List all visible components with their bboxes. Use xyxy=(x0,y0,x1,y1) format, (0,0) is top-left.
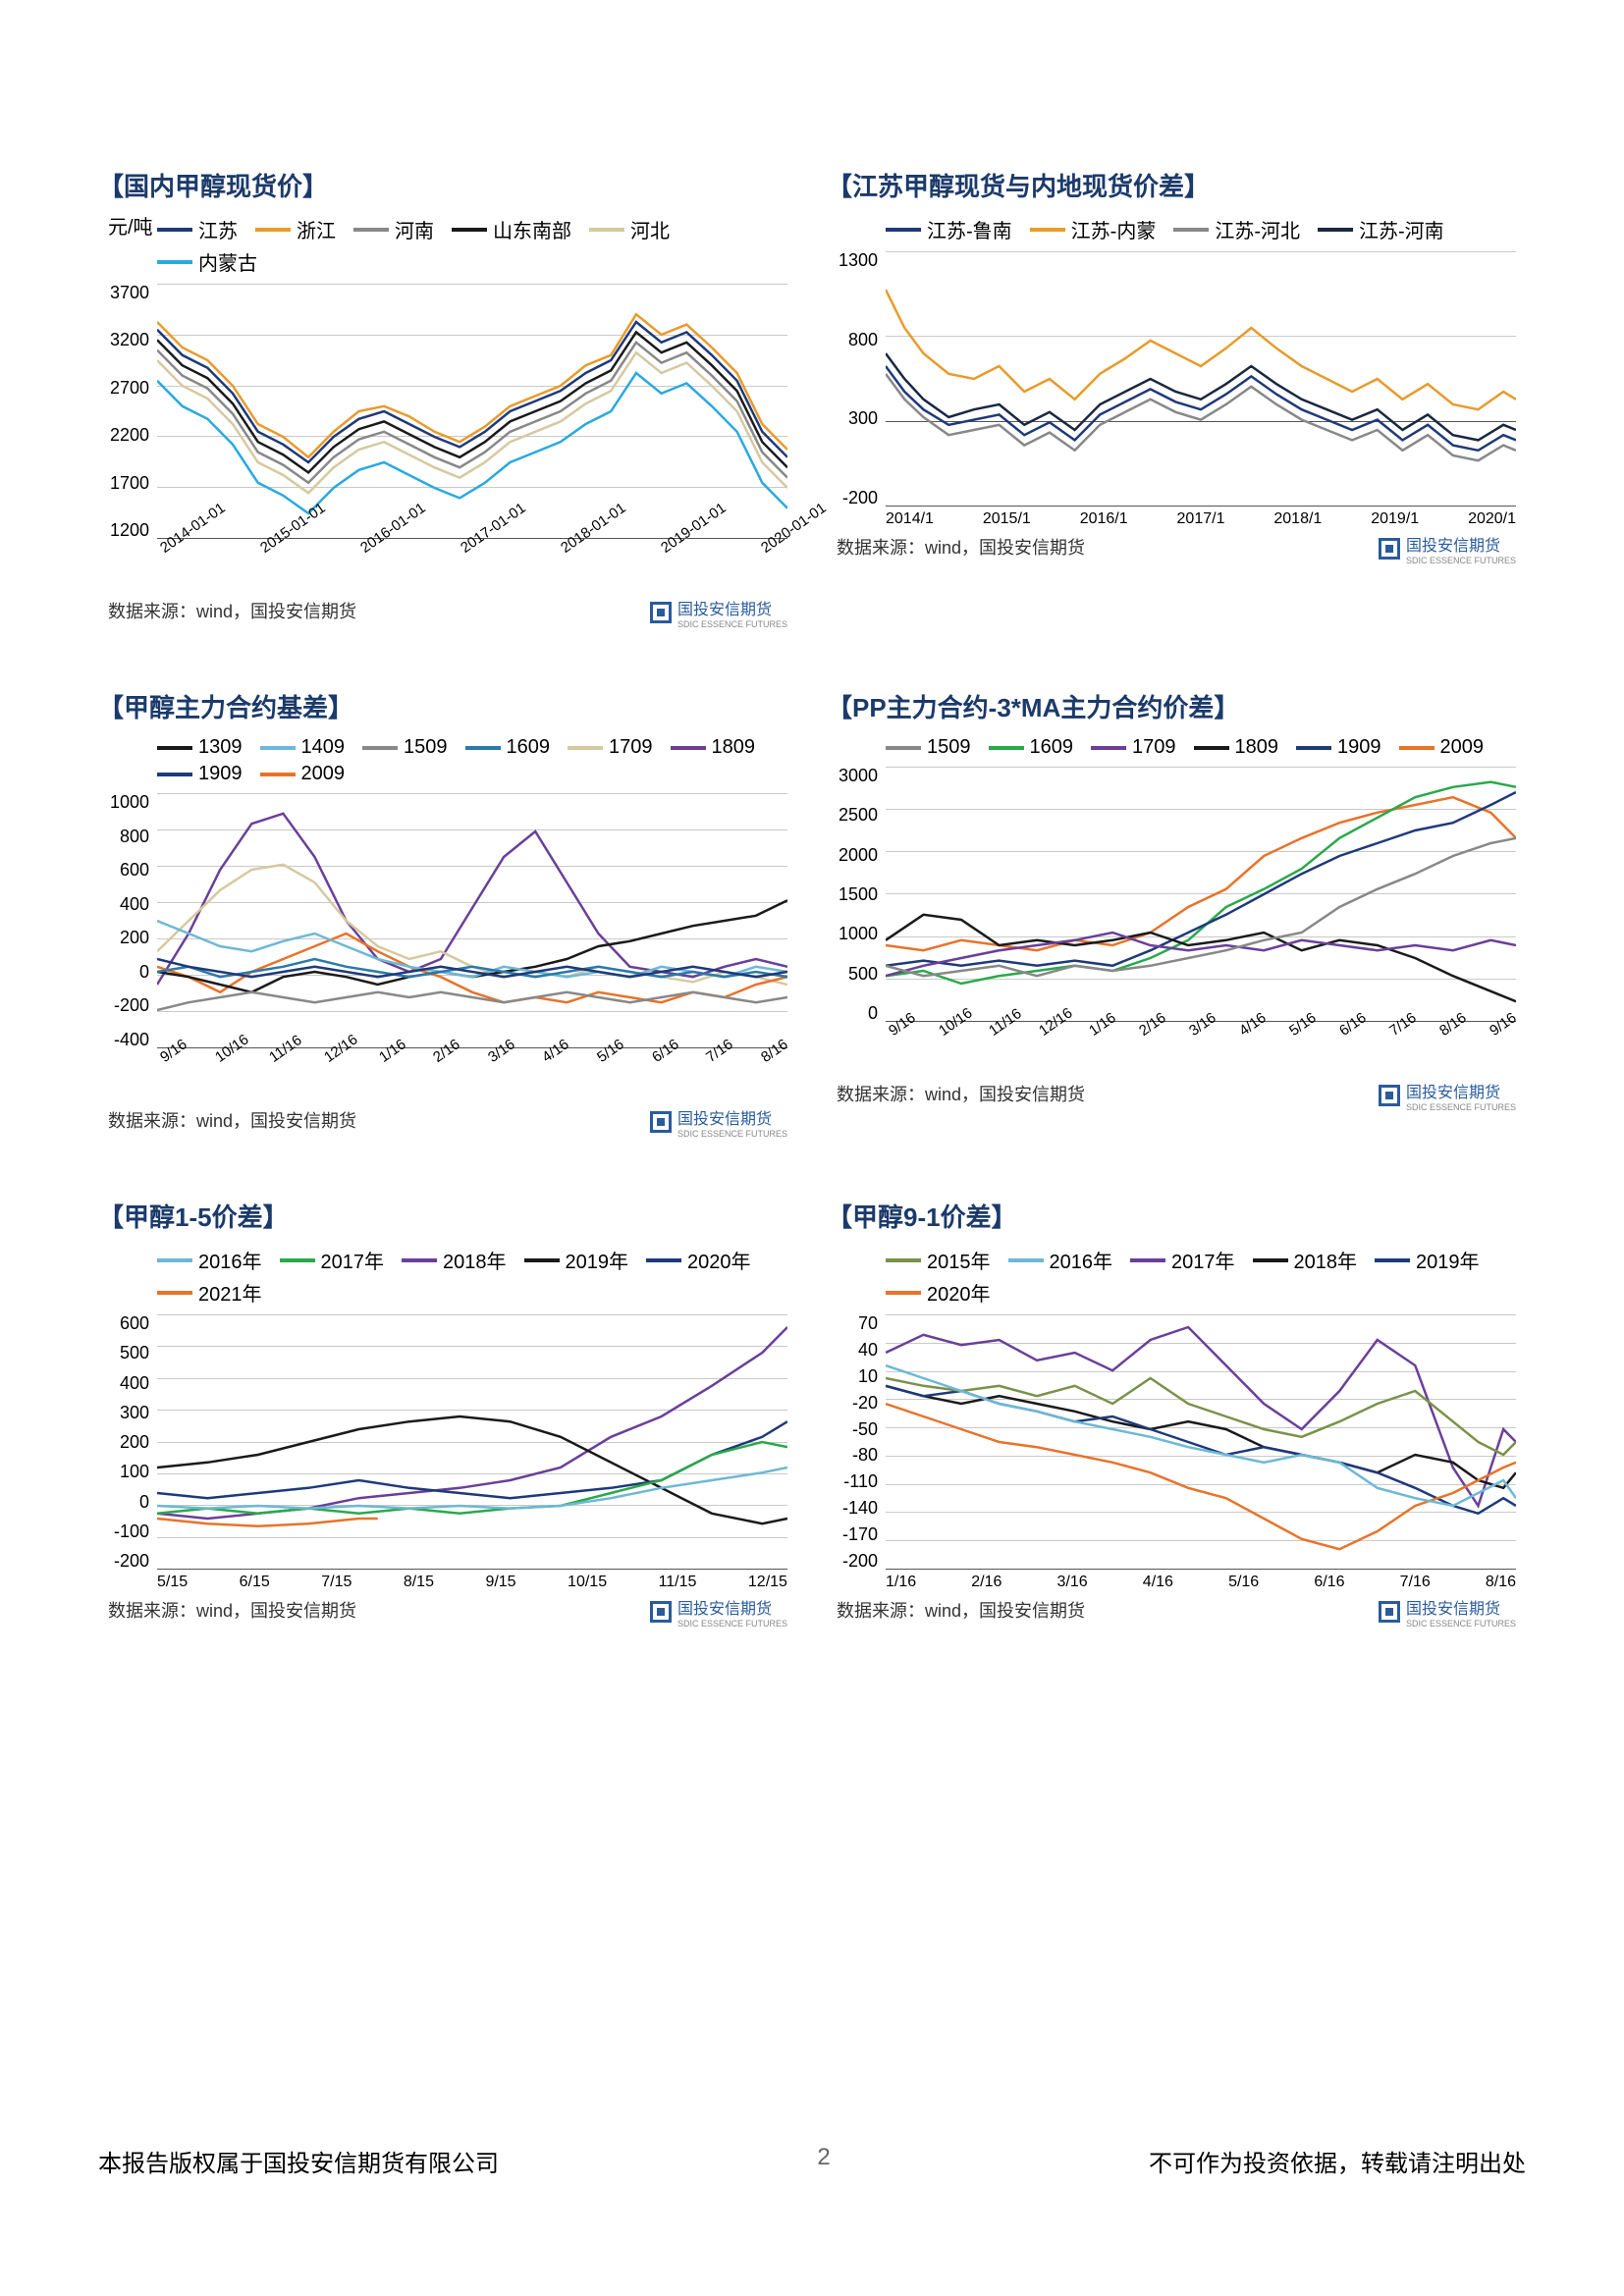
legend-item: 1509 xyxy=(886,736,971,759)
chart-legend: 2016年 2017年 2018年 2019年 2020年 2021年 xyxy=(98,1246,797,1314)
legend-item: 2020年 xyxy=(646,1246,751,1274)
chart-legend: 1309 1409 1509 1609 1709 1809 1909 2009 xyxy=(98,736,797,793)
legend-item: 1909 xyxy=(1296,736,1381,759)
chart-plot-area: 300025002000150010005000 xyxy=(886,767,1516,1022)
chart-plot-area: 1300800300-200 xyxy=(886,251,1516,507)
legend-item: 2009 xyxy=(1399,736,1485,759)
brand-logo: 国投安信期货SDIC ESSENCE FUTURES xyxy=(1379,1079,1516,1112)
legend-item: 2018年 xyxy=(1253,1246,1358,1274)
chart-legend: 江苏浙江河南山东南部河北内蒙古 xyxy=(98,215,797,284)
y-axis: 704010-20-50-80-110-140-170-200 xyxy=(829,1314,878,1570)
legend-item: 1609 xyxy=(465,736,551,759)
brand-logo: 国投安信期货SDIC ESSENCE FUTURES xyxy=(650,1595,787,1629)
y-label: 元/吨 xyxy=(108,211,153,240)
legend-item: 1409 xyxy=(260,736,346,759)
page-footer: 本报告版权属于国投安信期货有限公司 2 不可作为投资依据，转载请注明出处 xyxy=(98,2144,1526,2178)
chart-1: 【江苏甲醇现货与内地现货价差】江苏-鲁南江苏-内蒙江苏-河北江苏-河南13008… xyxy=(827,167,1526,629)
legend-item: 2018年 xyxy=(402,1246,507,1274)
chart-title: 【国内甲醇现货价】 xyxy=(98,167,797,203)
chart-legend: 2015年 2016年 2017年 2018年 2019年 2020年 xyxy=(827,1246,1526,1314)
legend-item: 2020年 xyxy=(886,1278,991,1307)
brand-logo: 国投安信期货SDIC ESSENCE FUTURES xyxy=(650,1105,787,1139)
page-number: 2 xyxy=(817,2144,830,2178)
legend-item: 1909 xyxy=(157,763,243,785)
footer-left: 本报告版权属于国投安信期货有限公司 xyxy=(98,2144,499,2178)
chart-4: 【甲醇1-5价差】 2016年 2017年 2018年 2019年 2020年 2021年 6… xyxy=(98,1198,797,1629)
legend-item: 江苏 xyxy=(157,215,238,243)
legend-item: 2016年 xyxy=(157,1246,262,1274)
chart-title: 【甲醇主力合约基差】 xyxy=(98,688,797,724)
brand-logo: 国投安信期货SDIC ESSENCE FUTURES xyxy=(1379,1595,1516,1629)
brand-logo: 国投安信期货SDIC ESSENCE FUTURES xyxy=(650,596,787,629)
legend-item: 2019年 xyxy=(524,1246,629,1274)
chart-5: 【甲醇9-1价差】 2015年 2016年 2017年 2018年 2019年 2020年 7… xyxy=(827,1198,1526,1629)
x-axis: 2014/12015/12016/12017/12018/12019/12020… xyxy=(827,510,1526,528)
chart-title: 【甲醇9-1价差】 xyxy=(827,1198,1526,1234)
footer-right: 不可作为投资依据，转载请注明出处 xyxy=(1149,2144,1526,2178)
legend-item: 1509 xyxy=(362,736,448,759)
legend-item: 1809 xyxy=(1194,736,1279,759)
legend-item: 江苏-鲁南 xyxy=(886,215,1012,243)
logo-icon xyxy=(650,1111,672,1133)
x-axis: 9/1610/1611/1612/161/162/163/164/165/166… xyxy=(98,1052,797,1101)
legend-item: 内蒙古 xyxy=(157,247,257,276)
legend-item: 2017年 xyxy=(280,1246,385,1274)
legend-item: 1709 xyxy=(1091,736,1176,759)
legend-item: 江苏-河北 xyxy=(1173,215,1300,243)
y-axis: 1300800300-200 xyxy=(829,251,878,507)
chart-0: 【国内甲醇现货价】元/吨江苏浙江河南山东南部河北内蒙古3700320027002… xyxy=(98,167,797,629)
legend-item: 河北 xyxy=(589,215,670,243)
logo-icon xyxy=(650,602,672,623)
brand-logo: 国投安信期货SDIC ESSENCE FUTURES xyxy=(1379,532,1516,565)
logo-icon xyxy=(1379,1085,1400,1106)
chart-title: 【PP主力合约-3*MA主力合约价差】 xyxy=(827,688,1526,724)
logo-icon xyxy=(1379,1601,1400,1623)
legend-item: 1809 xyxy=(671,736,756,759)
legend-item: 2015年 xyxy=(886,1246,991,1274)
legend-item: 江苏-内蒙 xyxy=(1030,215,1157,243)
legend-item: 2017年 xyxy=(1130,1246,1235,1274)
legend-item: 江苏-河南 xyxy=(1318,215,1444,243)
logo-icon xyxy=(1379,538,1400,560)
x-axis: 2014-01-012015-01-012016-01-012017-01-01… xyxy=(98,543,797,592)
x-axis: 1/162/163/164/165/166/167/168/16 xyxy=(827,1574,1526,1591)
legend-item: 2021年 xyxy=(157,1278,262,1307)
x-axis: 9/1610/1611/1612/161/162/163/164/165/166… xyxy=(827,1026,1526,1075)
chart-plot-area: 6005004003002001000-100-200 xyxy=(157,1314,787,1570)
legend-item: 1609 xyxy=(989,736,1074,759)
legend-item: 2019年 xyxy=(1375,1246,1480,1274)
chart-title: 【甲醇1-5价差】 xyxy=(98,1198,797,1234)
legend-item: 1309 xyxy=(157,736,243,759)
chart-3: 【PP主力合约-3*MA主力合约价差】 1509 1609 1709 1809 1909 2… xyxy=(827,688,1526,1139)
y-axis: 10008006004002000-200-400 xyxy=(100,793,149,1048)
legend-item: 浙江 xyxy=(255,215,336,243)
chart-plot-area: 704010-20-50-80-110-140-170-200 xyxy=(886,1314,1516,1570)
chart-legend: 江苏-鲁南江苏-内蒙江苏-河北江苏-河南 xyxy=(827,215,1526,251)
logo-icon xyxy=(650,1601,672,1623)
legend-item: 2009 xyxy=(260,763,346,785)
legend-item: 1709 xyxy=(568,736,653,759)
chart-plot-area: 370032002700220017001200 xyxy=(157,284,787,539)
chart-title: 【江苏甲醇现货与内地现货价差】 xyxy=(827,167,1526,203)
legend-item: 2016年 xyxy=(1008,1246,1113,1274)
y-axis: 6005004003002001000-100-200 xyxy=(100,1314,149,1570)
x-axis: 5/156/157/158/159/1510/1511/1512/15 xyxy=(98,1574,797,1591)
chart-2: 【甲醇主力合约基差】 1309 1409 1509 1609 1709 1809 1909 20… xyxy=(98,688,797,1139)
chart-plot-area: 10008006004002000-200-400 xyxy=(157,793,787,1048)
legend-item: 山东南部 xyxy=(452,215,571,243)
chart-legend: 1509 1609 1709 1809 1909 2009 xyxy=(827,736,1526,767)
y-axis: 370032002700220017001200 xyxy=(100,284,149,539)
y-axis: 300025002000150010005000 xyxy=(829,767,878,1022)
legend-item: 河南 xyxy=(353,215,434,243)
